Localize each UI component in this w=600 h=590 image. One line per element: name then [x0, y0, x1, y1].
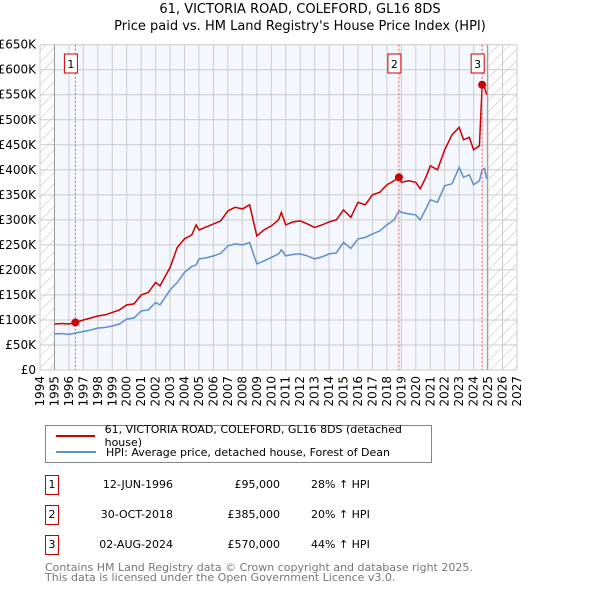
x-tick-label: 1999 — [105, 376, 119, 407]
x-tick-label: 1997 — [76, 376, 90, 407]
blue-line-swatch — [56, 451, 96, 453]
x-tick-label: 2014 — [322, 376, 336, 407]
x-tick-label: 2022 — [438, 376, 452, 407]
legend-item-property: 61, VICTORIA ROAD, COLEFORD, GL16 8DS (d… — [56, 423, 431, 449]
x-tick-label: 2024 — [467, 376, 481, 407]
sale-point — [394, 173, 403, 182]
x-tick-label: 2026 — [496, 376, 510, 407]
sale-hpi-diff: 44% ↑ HPI — [311, 538, 370, 551]
x-tick-label: 1996 — [62, 376, 76, 407]
x-tick-label: 2001 — [134, 376, 148, 407]
sale-date: 02-AUG-2024 — [99, 538, 173, 551]
sale-point — [71, 318, 80, 327]
x-tick-label: 1995 — [47, 376, 61, 407]
sale-point — [478, 80, 487, 89]
y-tick-label: £50K — [5, 338, 37, 352]
x-tick-label: 2025 — [481, 376, 495, 407]
sale-label: 3 — [474, 58, 481, 71]
x-tick-label: 2007 — [221, 376, 235, 407]
sale-date: 30-OCT-2018 — [100, 508, 173, 521]
footer-copyright: Contains HM Land Registry data © Crown c… — [45, 561, 473, 574]
y-tick-label: £250K — [0, 238, 37, 252]
x-tick-label: 2008 — [235, 376, 249, 407]
x-tick-label: 2013 — [308, 376, 322, 407]
y-tick-label: £300K — [0, 213, 37, 227]
sale-label: 1 — [67, 58, 74, 71]
x-tick-label: 2027 — [510, 376, 524, 407]
sale-hpi-diff: 20% ↑ HPI — [311, 508, 370, 521]
x-tick-label: 1994 — [33, 376, 47, 407]
sale-date: 12-JUN-1996 — [102, 478, 173, 491]
sale-row: 3 02-AUG-2024 £570,000 44% ↑ HPI — [45, 535, 445, 557]
x-tick-label: 2018 — [380, 376, 394, 407]
legend-item-hpi: HPI: Average price, detached house, Fore… — [56, 444, 390, 460]
y-tick-label: £100K — [0, 313, 37, 327]
legend-label: HPI: Average price, detached house, Fore… — [106, 445, 390, 459]
x-tick-label: 2017 — [365, 376, 379, 407]
x-tick-label: 2005 — [192, 376, 206, 407]
y-tick-label: £650K — [0, 38, 37, 52]
x-tick-label: 2003 — [163, 376, 177, 407]
sale-marker-badge: 2 — [45, 505, 59, 525]
x-tick-label: 2006 — [206, 376, 220, 407]
sale-marker-badge: 3 — [45, 535, 59, 555]
y-tick-label: £350K — [0, 188, 37, 202]
legend-label: 61, VICTORIA ROAD, COLEFORD, GL16 8DS (d… — [104, 423, 402, 449]
x-tick-label: 2015 — [337, 376, 351, 407]
x-tick-label: 2009 — [250, 376, 264, 407]
x-tick-label: 2021 — [423, 376, 437, 407]
sale-row: 1 12-JUN-1996 £95,000 28% ↑ HPI — [45, 475, 445, 497]
x-tick-label: 2000 — [120, 376, 134, 407]
sale-price: £95,000 — [234, 478, 281, 491]
red-line-swatch — [56, 435, 95, 437]
sale-marker-badge: 1 — [45, 475, 59, 495]
sale-label-box — [387, 53, 402, 74]
y-tick-label: £500K — [0, 113, 37, 127]
y-tick-label: £600K — [0, 63, 37, 77]
footer-licence: This data is licensed under the Open Gov… — [45, 571, 396, 584]
y-tick-label: £400K — [0, 163, 37, 177]
property-price-line — [54, 82, 488, 325]
x-tick-label: 2019 — [394, 376, 408, 407]
x-tick-label: 2023 — [452, 376, 466, 407]
y-tick-label: £450K — [0, 138, 37, 152]
legend: 61, VICTORIA ROAD, COLEFORD, GL16 8DS (d… — [45, 423, 432, 463]
x-tick-label: 2011 — [279, 376, 293, 407]
x-tick-label: 2020 — [409, 376, 423, 407]
hatched-region-before-data — [40, 44, 55, 370]
sale-price: £570,000 — [227, 538, 281, 551]
sale-label: 2 — [391, 58, 398, 71]
y-tick-label: £550K — [0, 88, 37, 102]
chart-title: 61, VICTORIA ROAD, COLEFORD, GL16 8DS — [159, 2, 441, 17]
hpi-line — [54, 165, 488, 336]
y-tick-label: £150K — [0, 288, 37, 302]
chart-subtitle: Price paid vs. HM Land Registry's House … — [114, 19, 486, 34]
sale-row: 2 30-OCT-2018 £385,000 20% ↑ HPI — [45, 505, 445, 527]
x-tick-label: 1998 — [91, 376, 105, 407]
y-tick-label: £200K — [0, 263, 37, 277]
y-tick-label: £0 — [21, 363, 36, 377]
sale-hpi-diff: 28% ↑ HPI — [311, 478, 370, 491]
x-tick-label: 2016 — [351, 376, 365, 407]
x-tick-label: 2012 — [293, 376, 307, 407]
x-tick-label: 2010 — [264, 376, 278, 407]
x-tick-label: 2004 — [178, 376, 192, 407]
x-tick-label: 2002 — [149, 376, 163, 407]
sale-price: £385,000 — [227, 508, 281, 521]
sale-label-box — [63, 53, 78, 74]
sale-label-box — [470, 53, 485, 74]
